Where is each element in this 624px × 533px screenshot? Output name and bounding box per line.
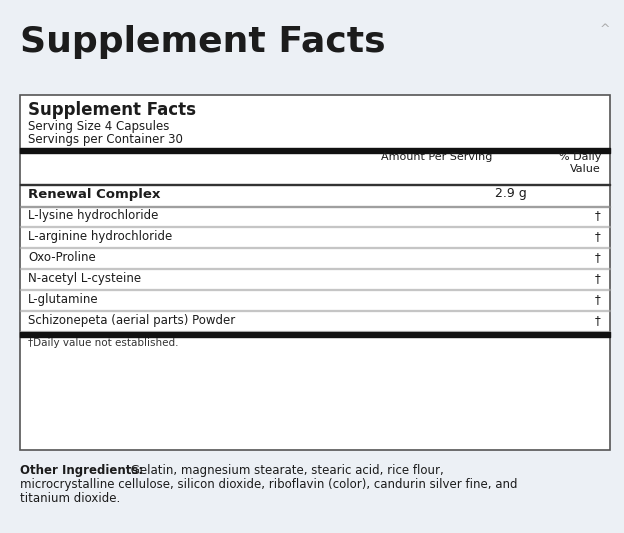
Text: †: † — [594, 272, 600, 285]
Text: Servings per Container 30: Servings per Container 30 — [28, 133, 183, 146]
Text: †: † — [594, 209, 600, 222]
Text: titanium dioxide.: titanium dioxide. — [20, 492, 120, 505]
Text: N-acetyl L-cysteine: N-acetyl L-cysteine — [28, 272, 141, 285]
Text: †: † — [594, 314, 600, 327]
Text: Serving Size 4 Capsules: Serving Size 4 Capsules — [28, 120, 169, 133]
Text: Amount Per Serving: Amount Per Serving — [381, 152, 492, 162]
Text: Other Ingredients:: Other Ingredients: — [20, 464, 144, 477]
Bar — [20, 95, 610, 450]
Text: †Daily value not established.: †Daily value not established. — [28, 338, 178, 348]
Text: 2.9 g: 2.9 g — [495, 187, 527, 200]
Text: L-lysine hydrochloride: L-lysine hydrochloride — [28, 209, 158, 222]
Text: †: † — [594, 230, 600, 243]
Text: Gelatin, magnesium stearate, stearic acid, rice flour,: Gelatin, magnesium stearate, stearic aci… — [127, 464, 444, 477]
Text: L-glutamine: L-glutamine — [28, 293, 99, 306]
Text: Renewal Complex: Renewal Complex — [28, 188, 160, 201]
Text: Schizonepeta (aerial parts) Powder: Schizonepeta (aerial parts) Powder — [28, 314, 235, 327]
Text: ^: ^ — [600, 23, 610, 36]
Text: Supplement Facts: Supplement Facts — [20, 25, 386, 59]
Text: % Daily
Value: % Daily Value — [558, 152, 601, 174]
Text: †: † — [594, 293, 600, 306]
Text: †: † — [594, 251, 600, 264]
Text: Oxo-Proline: Oxo-Proline — [28, 251, 95, 264]
Text: L-arginine hydrochloride: L-arginine hydrochloride — [28, 230, 172, 243]
Text: Supplement Facts: Supplement Facts — [28, 101, 196, 119]
Text: microcrystalline cellulose, silicon dioxide, riboflavin (color), candurin silver: microcrystalline cellulose, silicon diox… — [20, 478, 517, 491]
